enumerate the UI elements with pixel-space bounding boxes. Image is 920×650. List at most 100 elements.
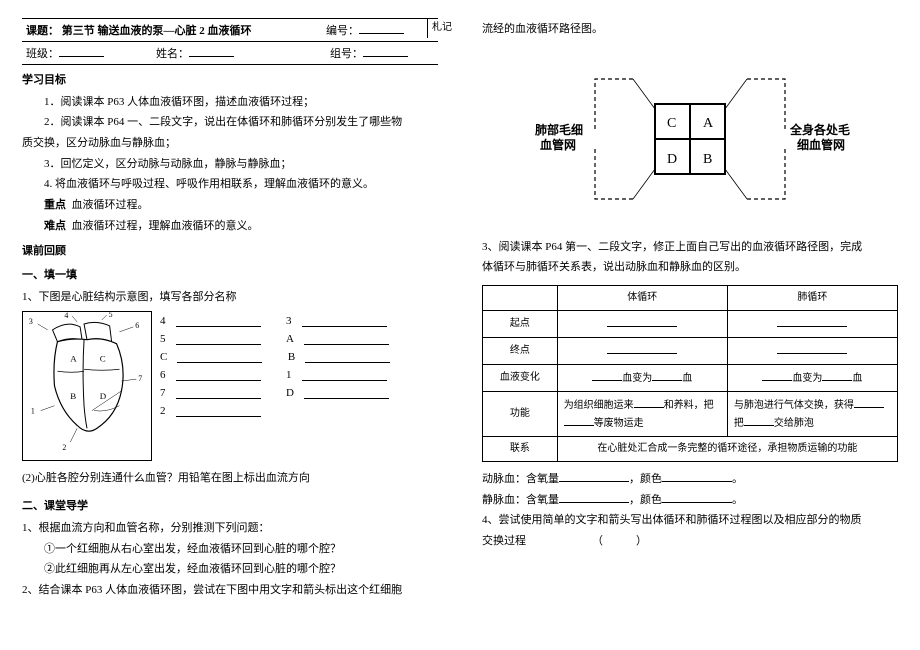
table-row: 功能 为组织细胞运来和养料，把等废物运走 与肺泡进行气体交换，获得把交给肺泡 (483, 392, 898, 437)
diff-label: 难点 (44, 220, 66, 232)
lbl-d: D (286, 387, 294, 399)
cell-blank[interactable] (557, 311, 727, 338)
svg-text:4: 4 (64, 312, 68, 320)
heart-section: A C B D 3 4 5 6 1 2 7 4 3 5 A C B 6 1 7 … (22, 311, 438, 461)
goal-1: 1．阅读课本 P63 人体血液循环图，描述血液循环过程； (22, 93, 438, 112)
group-blank[interactable] (363, 45, 408, 57)
blank-b[interactable] (305, 351, 390, 363)
cell-blood-pul[interactable]: 血变为血 (727, 365, 897, 392)
key-text: 血液循环过程。 (72, 199, 149, 211)
svg-text:A: A (70, 353, 77, 363)
lbl-6: 6 (160, 369, 166, 381)
cell-blank[interactable] (557, 338, 727, 365)
right-page: 流经的血液循环路径图。 C A D B 肺部毛细 血管网 全身各处毛 细血管 (460, 0, 920, 650)
lbl-7: 7 (160, 387, 166, 399)
goal-3: 3．回忆定义，区分动脉与动脉血，静脉与静脉血； (22, 155, 438, 174)
code-label: 编号： (326, 25, 359, 37)
cell-blood-sys[interactable]: 血变为血 (557, 365, 727, 392)
box-a: A (703, 116, 714, 131)
box-c: C (667, 116, 676, 131)
lbl-a: A (286, 333, 294, 345)
title-cell: 课题： 第三节 输送血液的泵—心脏 2 血液循环 (22, 22, 256, 38)
box-d: D (667, 152, 677, 167)
name-cell: 姓名： (152, 45, 282, 61)
svg-text:6: 6 (135, 320, 139, 329)
name-blank[interactable] (189, 45, 234, 57)
blank-4[interactable] (176, 315, 261, 327)
lbl-1: 1 (286, 369, 292, 381)
lbl-4: 4 (160, 315, 166, 327)
cell-func-pul[interactable]: 与肺泡进行气体交换，获得把交给肺泡 (727, 392, 897, 437)
blank-1[interactable] (302, 369, 387, 381)
p3b: 体循环与肺循环关系表，说出动脉血和静脉血的区别。 (482, 258, 898, 277)
review-heading: 课前回顾 (22, 242, 438, 261)
guide-1a: ①一个红细胞从右心室出发，经血液循环回到心脏的哪个腔？ (22, 540, 438, 559)
row-func: 功能 (483, 392, 558, 437)
vein-line[interactable]: 静脉血：含氧量，颜色。 (482, 491, 898, 510)
goal-2: 2．阅读课本 P64 一、二段文字，说出在体循环和肺循环分别发生了哪些物 (22, 113, 438, 132)
heart-q2: (2)心脏各腔分别连通什么血管？用铅笔在图上标出血流方向 (22, 469, 438, 488)
cont-text: 流经的血液循环路径图。 (482, 20, 898, 39)
p4: 4、尝试使用简单的文字和箭头写出体循环和肺循环过程图以及相应部分的物质 (482, 511, 898, 530)
class-blank[interactable] (59, 45, 104, 57)
blank-5[interactable] (176, 333, 261, 345)
fill-heading: 一、填一填 (22, 266, 438, 285)
svg-text:全身各处毛: 全身各处毛 (789, 122, 850, 137)
lbl-3: 3 (286, 315, 292, 327)
svg-text:肺部毛细: 肺部毛细 (535, 122, 583, 137)
row-start: 起点 (483, 311, 558, 338)
th-systemic: 体循环 (557, 286, 727, 311)
goal-4: 4. 将血液循环与呼吸过程、呼吸作用相联系，理解血液循环的意义。 (22, 175, 438, 194)
blank-7[interactable] (176, 387, 261, 399)
table-row: 起点 (483, 311, 898, 338)
diff-text: 血液循环过程，理解血液循环的意义。 (72, 220, 259, 232)
header-row-2: 班级： 姓名： 组号： (22, 41, 438, 65)
row-blood: 血液变化 (483, 365, 558, 392)
svg-text:3: 3 (29, 317, 33, 326)
group-label: 组号： (330, 48, 363, 60)
th-blank (483, 286, 558, 311)
diagram-svg: C A D B 肺部毛细 血管网 全身各处毛 细血管网 (525, 49, 855, 219)
th-pulmonary: 肺循环 (727, 286, 897, 311)
key-label: 重点 (44, 199, 66, 211)
diff-point: 难点 血液循环过程，理解血液循环的意义。 (22, 217, 438, 236)
artery-line[interactable]: 动脉血：含氧量，颜色。 (482, 470, 898, 489)
lbl-b: B (288, 351, 295, 363)
svg-text:D: D (100, 390, 107, 400)
guide-1: 1、根据血流方向和血管名称，分别推测下列问题： (22, 519, 438, 538)
blank-a[interactable] (304, 333, 389, 345)
row-end: 终点 (483, 338, 558, 365)
class-cell: 班级： (22, 45, 152, 61)
blank-2[interactable] (176, 405, 261, 417)
blank-d[interactable] (304, 387, 389, 399)
p3: 3、阅读课本 P64 第一、二段文字，修正上面自己写出的血液循环路径图，完成 (482, 238, 898, 257)
name-label: 姓名： (156, 48, 189, 60)
svg-text:5: 5 (109, 312, 113, 319)
cell-func-sys[interactable]: 为组织细胞运来和养料，把等废物运走 (557, 392, 727, 437)
svg-text:7: 7 (138, 374, 142, 383)
cell-blank[interactable] (727, 311, 897, 338)
guide-1b: ②此红细胞再从左心室出发，经血液循环回到心脏的哪个腔？ (22, 560, 438, 579)
heart-svg: A C B D 3 4 5 6 1 2 7 (23, 312, 151, 460)
title-label: 课题： (26, 25, 59, 37)
guide-2: 2、结合课本 P63 人体血液循环图，尝试在下图中用文字和箭头标出这个红细胞 (22, 581, 438, 600)
table-row: 体循环 肺循环 (483, 286, 898, 311)
svg-text:C: C (100, 353, 106, 363)
heart-labels: 4 3 5 A C B 6 1 7 D 2 (160, 311, 438, 461)
box-b: B (703, 152, 712, 167)
guide-heading: 二、课堂导学 (22, 497, 438, 516)
header-row-1: 课题： 第三节 输送血液的泵—心脏 2 血液循环 编号： (22, 18, 438, 41)
svg-text:血管网: 血管网 (540, 137, 576, 152)
blank-c[interactable] (177, 351, 262, 363)
lbl-5: 5 (160, 333, 166, 345)
table-row: 联系 在心脏处汇合成一条完整的循环途径，承担物质运输的功能 (483, 437, 898, 462)
left-page: 课题： 第三节 输送血液的泵—心脏 2 血液循环 编号： 札记 班级： 姓名： … (0, 0, 460, 650)
heart-diagram: A C B D 3 4 5 6 1 2 7 (22, 311, 152, 461)
lbl-2: 2 (160, 405, 166, 417)
cell-blank[interactable] (727, 338, 897, 365)
blank-6[interactable] (176, 369, 261, 381)
code-blank[interactable] (359, 22, 404, 34)
code-cell: 编号： (322, 22, 408, 38)
title-text: 第三节 输送血液的泵—心脏 2 血液循环 (62, 25, 252, 37)
blank-3[interactable] (302, 315, 387, 327)
